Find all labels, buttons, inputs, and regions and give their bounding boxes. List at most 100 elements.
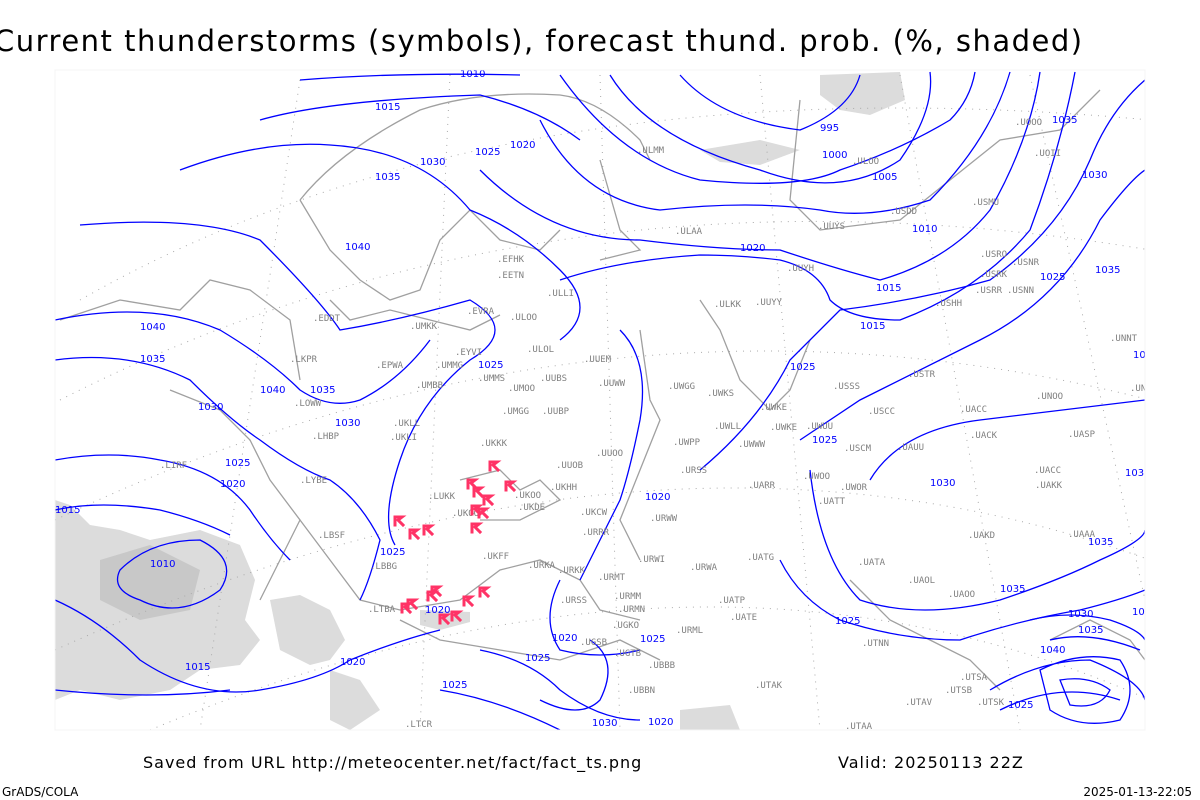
station-label: .USDD <box>890 207 917 217</box>
station-label: .UMMG <box>436 361 463 371</box>
valid-time: Valid: 20250113 22Z <box>838 753 1024 772</box>
thunderstorm-symbol <box>472 486 486 499</box>
station-label: .UKHH <box>550 483 577 493</box>
isobar-label: 1040 <box>1040 645 1065 656</box>
station-label: .UKDE <box>518 503 545 513</box>
isobar-label: 1030 <box>420 157 445 168</box>
isobar-label: 1025 <box>380 547 405 558</box>
station-label: .URMT <box>598 573 626 583</box>
isobar-label: 1020 <box>552 633 577 644</box>
thunderstorm-symbol <box>477 507 491 520</box>
station-label: .UUYY <box>755 298 783 308</box>
isobar-label: 1015 <box>185 662 210 673</box>
station-label: .ULOL <box>527 345 554 355</box>
station-label: .ULOO <box>852 157 879 167</box>
station-label: .LTCR <box>405 720 433 730</box>
station-label: .UUOO <box>596 449 623 459</box>
station-label: .EPWA <box>376 361 404 371</box>
isobar-label: 1025 <box>790 362 815 373</box>
station-label: .UAOL <box>908 576 935 586</box>
isobar-label: 1025 <box>640 634 665 645</box>
station-label: .USTR <box>908 370 936 380</box>
isobar-label: 1030 <box>930 478 955 489</box>
station-label: .UAAA <box>1068 530 1096 540</box>
isobar-lines <box>55 71 1145 730</box>
station-label: .UKLL <box>393 419 420 429</box>
station-label: .ULOO <box>510 313 537 323</box>
isobar-label: 1030 <box>592 718 617 729</box>
station-label: .LUKK <box>428 492 456 502</box>
isobar-label: 1030 <box>198 402 223 413</box>
station-label: .LKPR <box>290 355 318 365</box>
isobar-label: 1020 <box>425 605 450 616</box>
thunderstorm-symbol <box>450 610 464 623</box>
station-label: .USMU <box>972 198 999 208</box>
isobar-label: 1035 <box>375 172 400 183</box>
isobar-label: 1015 <box>55 505 80 516</box>
station-label: .LYBE <box>300 476 327 486</box>
station-label: .URKK <box>558 566 586 576</box>
saved-from-url: Saved from URL http://meteocenter.net/fa… <box>143 753 643 772</box>
station-label: .UTSA <box>960 673 988 683</box>
map-frame <box>54 69 1146 731</box>
station-label: .UOOO <box>1015 118 1042 128</box>
isobar-label: 1025 <box>475 147 500 158</box>
station-label: .LOWW <box>294 399 322 409</box>
station-label: .UUEM <box>584 355 612 365</box>
isobar-label: 1025 <box>525 653 550 664</box>
station-label: .USNR <box>1012 258 1040 268</box>
station-label: .UWPP <box>673 438 701 448</box>
station-label: .UUYH <box>787 264 814 274</box>
station-label: .UTAA <box>845 722 873 732</box>
station-label: .UATP <box>718 596 746 606</box>
isobar-label: 1020 <box>645 492 670 503</box>
station-label: .UMMS <box>478 374 505 384</box>
station-label: .URMN <box>618 605 645 615</box>
thunderstorm-symbol <box>470 504 484 517</box>
station-label: .UAOO <box>948 590 975 600</box>
isobar-label: 1010 <box>150 559 175 570</box>
station-label: .LBSF <box>318 531 345 541</box>
isobar-label: 1020 <box>220 479 245 490</box>
station-label: .EYVI <box>455 348 482 358</box>
station-label: .URMM <box>614 592 642 602</box>
station-label: .UWOR <box>840 483 868 493</box>
station-label: .UBBN <box>628 686 655 696</box>
isobar-label: 1035 <box>1052 115 1077 126</box>
thunderstorm-probability-shading <box>55 72 905 730</box>
station-label: .URRR <box>582 528 610 538</box>
isobar-label: 1015 <box>876 283 901 294</box>
isobar-label: 1035 <box>140 354 165 365</box>
station-label: .UWWW <box>738 440 766 450</box>
station-label: .LTBA <box>368 605 396 615</box>
thunderstorm-symbol <box>504 480 518 493</box>
station-label: .UKOO <box>452 509 479 519</box>
station-label: .LBBG <box>370 562 397 572</box>
station-label: .UGKO <box>612 621 639 631</box>
station-label: .UUWW <box>598 379 626 389</box>
station-label: .URKA <box>528 561 556 571</box>
station-label: .URWI <box>638 555 665 565</box>
isobar-label: 1040 <box>1133 350 1158 361</box>
station-label: .UKKK <box>480 439 508 449</box>
station-label: .UOII <box>1034 149 1061 159</box>
station-label: .UGTB <box>614 649 641 659</box>
station-label: .UACK <box>970 431 998 441</box>
station-label: .UWKS <box>707 389 734 399</box>
timestamp: 2025-01-13-22:05 <box>1083 785 1192 799</box>
station-label: .UWKE <box>760 403 787 413</box>
station-label: .UTSK <box>977 698 1005 708</box>
isobar-label: 1030 <box>1125 468 1150 479</box>
isobar-label: 1010 <box>912 224 937 235</box>
isobar-label: 1035 <box>1078 625 1103 636</box>
station-label: .UAKD <box>968 531 995 541</box>
isobar-label: 1020 <box>340 657 365 668</box>
station-label: .UATE <box>730 613 757 623</box>
thunderstorm-symbol <box>438 613 452 626</box>
isobar-label: 1005 <box>872 172 897 183</box>
credit: GrADS/COLA <box>2 785 79 799</box>
station-label: .USCC <box>868 407 895 417</box>
station-label: .UUBS <box>540 374 567 384</box>
isobar-label: 1025 <box>225 458 250 469</box>
station-label: .ULAA <box>675 227 703 237</box>
